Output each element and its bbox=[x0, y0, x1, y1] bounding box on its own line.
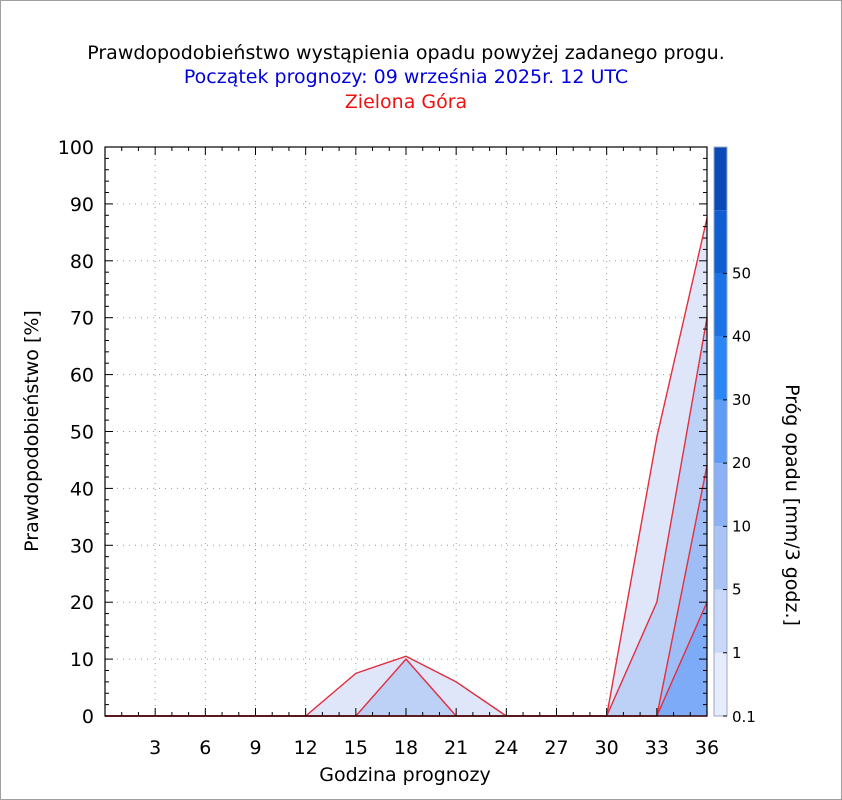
area-threshold-1 bbox=[105, 317, 707, 716]
colorbar-tick-label: 40 bbox=[732, 328, 751, 346]
colorbar-tick-label: 50 bbox=[732, 264, 751, 282]
colorbar-segment bbox=[714, 273, 727, 337]
colorbar-label: Próg opadu [mm/3 godz.] bbox=[781, 384, 803, 626]
colorbar-segment bbox=[714, 399, 727, 464]
x-tick-label: 9 bbox=[249, 737, 261, 759]
x-tick-label: 24 bbox=[494, 737, 518, 759]
y-tick-label: 80 bbox=[70, 251, 94, 273]
y-tick-label: 0 bbox=[82, 706, 94, 728]
colorbar-segment bbox=[714, 652, 727, 716]
colorbar: 0.1 1 5 10 20 30 40 50 bbox=[713, 146, 756, 726]
y-axis-label: Prawdopodobieństwo [%] bbox=[21, 310, 43, 552]
y-tick-label: 20 bbox=[70, 592, 94, 614]
colorbar-segment bbox=[714, 147, 727, 211]
y-tick-label: 50 bbox=[70, 422, 94, 444]
y-tick-label: 90 bbox=[70, 194, 94, 216]
axis-ticks: 3 6 9 12 15 18 21 24 27 30 33 360102030405060708090… bbox=[58, 137, 719, 759]
x-tick-label: 3 bbox=[149, 737, 161, 759]
x-tick-label: 21 bbox=[444, 737, 468, 759]
colorbar-border bbox=[713, 146, 728, 717]
series-lines bbox=[105, 217, 708, 717]
chart-subtitle: Początek prognozy: 09 września 2025r. 12… bbox=[183, 66, 629, 88]
probability-areas bbox=[105, 218, 707, 716]
x-axis-label: Godzina prognozy bbox=[319, 764, 490, 786]
colorbar-segment bbox=[714, 589, 727, 653]
colorbar-segment bbox=[714, 463, 727, 527]
colorbar-tick-label: 30 bbox=[732, 391, 751, 409]
colorbar-tick-label: 1 bbox=[732, 644, 742, 662]
colorbar-tick-label: 5 bbox=[732, 581, 742, 599]
grid bbox=[105, 147, 707, 716]
y-tick-label: 100 bbox=[58, 137, 94, 159]
colorbar-segment bbox=[714, 526, 727, 590]
y-tick-label: 10 bbox=[70, 649, 94, 671]
line-threshold-0.1 bbox=[105, 217, 708, 717]
colorbar-segment bbox=[714, 210, 727, 274]
x-tick-label: 27 bbox=[544, 737, 568, 759]
chart-location: Zielona Góra bbox=[344, 91, 468, 113]
y-tick-label: 30 bbox=[70, 535, 94, 557]
area-threshold-0.1 bbox=[105, 218, 707, 716]
x-tick-label: 18 bbox=[394, 737, 418, 759]
x-tick-label: 30 bbox=[595, 737, 619, 759]
x-tick-label: 36 bbox=[695, 737, 719, 759]
y-tick-label: 70 bbox=[70, 308, 94, 330]
x-tick-label: 33 bbox=[645, 737, 669, 759]
colorbar-tick-label: 20 bbox=[732, 454, 751, 472]
x-tick-label: 6 bbox=[199, 737, 211, 759]
x-tick-label: 15 bbox=[344, 737, 368, 759]
colorbar-tick-label: 10 bbox=[732, 517, 751, 535]
y-tick-label: 60 bbox=[70, 365, 94, 387]
y-tick-label: 40 bbox=[70, 478, 94, 500]
x-tick-label: 12 bbox=[294, 737, 318, 759]
colorbar-tick-label: 0.1 bbox=[732, 708, 756, 726]
chart-title: Prawdopodobieństwo wystąpienia opadu pow… bbox=[87, 42, 725, 64]
colorbar-segment bbox=[714, 336, 727, 400]
